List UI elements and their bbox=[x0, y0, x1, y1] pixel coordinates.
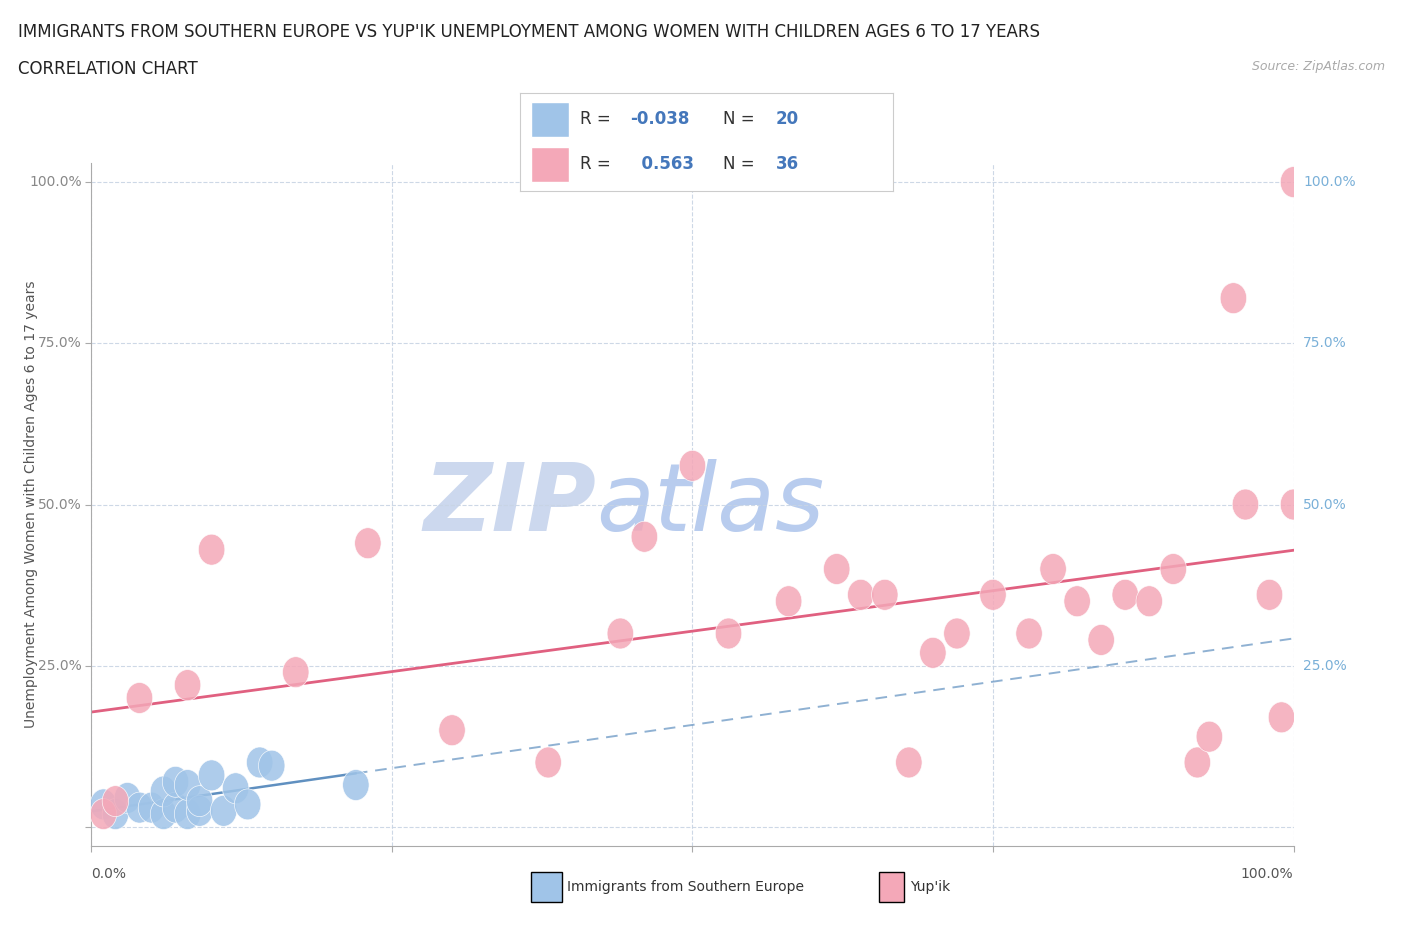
Ellipse shape bbox=[980, 579, 1007, 610]
Ellipse shape bbox=[235, 789, 262, 820]
Ellipse shape bbox=[1197, 721, 1223, 752]
Ellipse shape bbox=[138, 792, 165, 823]
Ellipse shape bbox=[1268, 702, 1295, 733]
Ellipse shape bbox=[114, 782, 141, 814]
Text: 100.0%: 100.0% bbox=[1241, 867, 1294, 881]
Text: IMMIGRANTS FROM SOUTHERN EUROPE VS YUP'IK UNEMPLOYMENT AMONG WOMEN WITH CHILDREN: IMMIGRANTS FROM SOUTHERN EUROPE VS YUP'I… bbox=[18, 23, 1040, 41]
Text: Yup'ik: Yup'ik bbox=[910, 880, 950, 895]
Ellipse shape bbox=[896, 747, 922, 777]
Text: 0.0%: 0.0% bbox=[91, 867, 127, 881]
Ellipse shape bbox=[187, 795, 212, 827]
Text: CORRELATION CHART: CORRELATION CHART bbox=[18, 60, 198, 78]
Ellipse shape bbox=[127, 792, 153, 823]
FancyBboxPatch shape bbox=[531, 147, 568, 182]
Text: 0.563: 0.563 bbox=[630, 155, 695, 173]
Ellipse shape bbox=[1232, 489, 1258, 520]
Ellipse shape bbox=[679, 450, 706, 482]
Ellipse shape bbox=[775, 586, 801, 617]
Text: Unemployment Among Women with Children Ages 6 to 17 years: Unemployment Among Women with Children A… bbox=[24, 281, 38, 728]
Ellipse shape bbox=[90, 789, 117, 820]
Text: -0.038: -0.038 bbox=[630, 111, 689, 128]
Text: R =: R = bbox=[579, 111, 616, 128]
Ellipse shape bbox=[211, 795, 236, 827]
Ellipse shape bbox=[1160, 553, 1187, 584]
Ellipse shape bbox=[716, 618, 742, 649]
Text: 100.0%: 100.0% bbox=[30, 175, 82, 189]
Text: N =: N = bbox=[723, 111, 761, 128]
Text: 25.0%: 25.0% bbox=[38, 658, 82, 672]
Ellipse shape bbox=[162, 766, 188, 797]
FancyBboxPatch shape bbox=[531, 101, 568, 137]
Ellipse shape bbox=[246, 747, 273, 777]
Ellipse shape bbox=[607, 618, 634, 649]
Text: 75.0%: 75.0% bbox=[1303, 337, 1347, 351]
Ellipse shape bbox=[343, 769, 370, 801]
Ellipse shape bbox=[259, 751, 285, 781]
Text: R =: R = bbox=[579, 155, 616, 173]
Ellipse shape bbox=[631, 522, 658, 552]
Ellipse shape bbox=[439, 715, 465, 746]
Ellipse shape bbox=[150, 799, 177, 830]
Ellipse shape bbox=[174, 769, 201, 801]
Text: N =: N = bbox=[723, 155, 761, 173]
Ellipse shape bbox=[848, 579, 875, 610]
Ellipse shape bbox=[1184, 747, 1211, 777]
Ellipse shape bbox=[1064, 586, 1091, 617]
Ellipse shape bbox=[174, 670, 201, 700]
Text: 36: 36 bbox=[776, 155, 799, 173]
Text: ZIP: ZIP bbox=[423, 458, 596, 551]
Ellipse shape bbox=[90, 799, 117, 830]
Text: atlas: atlas bbox=[596, 459, 824, 550]
Text: Immigrants from Southern Europe: Immigrants from Southern Europe bbox=[567, 880, 804, 895]
Ellipse shape bbox=[1040, 553, 1066, 584]
Ellipse shape bbox=[150, 776, 177, 807]
Ellipse shape bbox=[103, 786, 129, 817]
Ellipse shape bbox=[1015, 618, 1042, 649]
Ellipse shape bbox=[103, 799, 129, 830]
Text: 25.0%: 25.0% bbox=[1303, 658, 1347, 672]
Ellipse shape bbox=[174, 799, 201, 830]
Ellipse shape bbox=[283, 657, 309, 687]
Ellipse shape bbox=[198, 534, 225, 565]
Ellipse shape bbox=[187, 786, 212, 817]
Ellipse shape bbox=[162, 792, 188, 823]
Ellipse shape bbox=[1220, 283, 1247, 313]
Ellipse shape bbox=[943, 618, 970, 649]
Text: 75.0%: 75.0% bbox=[38, 337, 82, 351]
Ellipse shape bbox=[1088, 624, 1115, 656]
Ellipse shape bbox=[1136, 586, 1163, 617]
Ellipse shape bbox=[824, 553, 851, 584]
Ellipse shape bbox=[1281, 489, 1306, 520]
Text: Source: ZipAtlas.com: Source: ZipAtlas.com bbox=[1251, 60, 1385, 73]
Ellipse shape bbox=[872, 579, 898, 610]
Text: 100.0%: 100.0% bbox=[1303, 175, 1355, 189]
Text: 20: 20 bbox=[776, 111, 799, 128]
Ellipse shape bbox=[920, 637, 946, 669]
Text: 50.0%: 50.0% bbox=[38, 498, 82, 512]
Ellipse shape bbox=[1256, 579, 1282, 610]
Ellipse shape bbox=[534, 747, 561, 777]
Ellipse shape bbox=[1281, 166, 1306, 197]
Ellipse shape bbox=[222, 773, 249, 804]
Ellipse shape bbox=[127, 683, 153, 713]
Ellipse shape bbox=[354, 527, 381, 559]
Ellipse shape bbox=[1112, 579, 1139, 610]
Ellipse shape bbox=[198, 760, 225, 790]
Text: 50.0%: 50.0% bbox=[1303, 498, 1347, 512]
